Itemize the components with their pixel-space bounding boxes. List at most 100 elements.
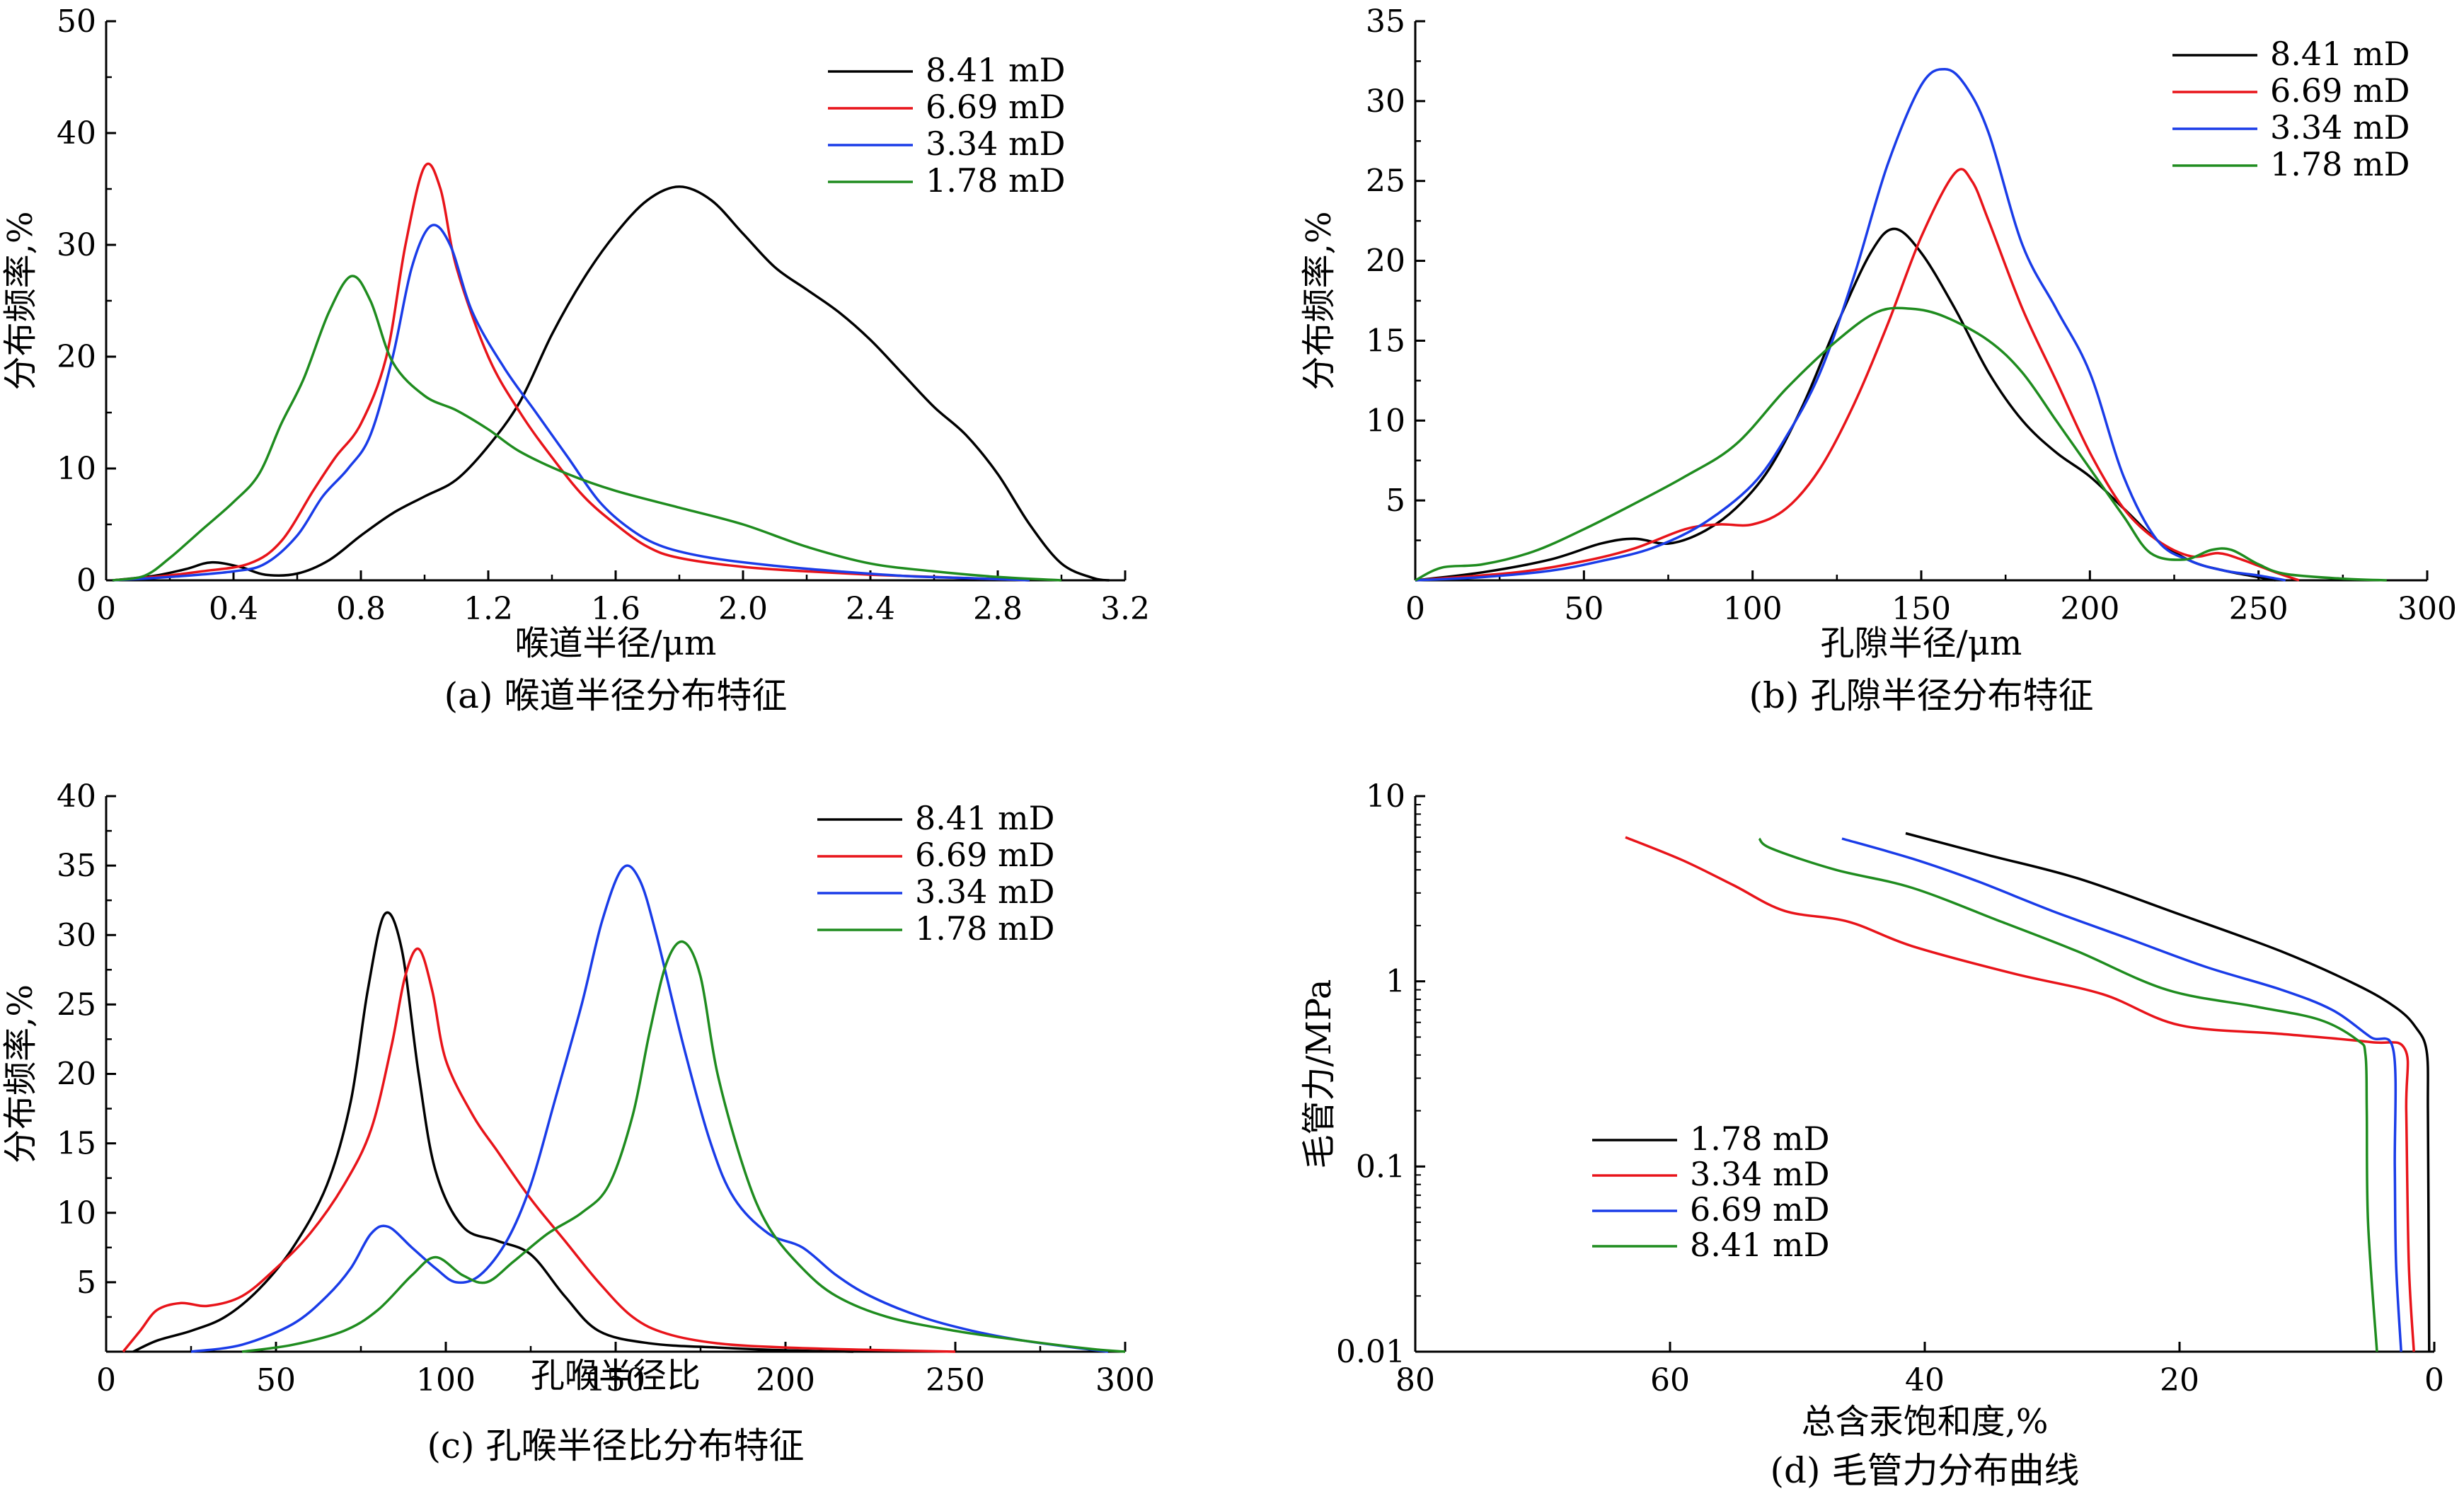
y-tick-label: 40 <box>57 115 96 151</box>
x-tick-label: 150 <box>1892 591 1951 627</box>
x-tick-label: 0.4 <box>209 591 258 627</box>
series-line-1.78-mD <box>112 275 1062 582</box>
x-tick-label: 50 <box>256 1362 296 1398</box>
y-tick-label: 30 <box>57 227 96 263</box>
y-tick-label: 15 <box>57 1126 96 1162</box>
x-tick-label: 50 <box>1564 591 1604 627</box>
chart-caption: (a) 喉道半径分布特征 <box>444 675 788 716</box>
legend-label: 3.34 mD <box>1690 1155 1830 1193</box>
series-line-6.69-mD <box>112 162 1030 582</box>
x-tick-label: 200 <box>756 1362 815 1398</box>
series-line-3.34-mD <box>1625 836 2415 1352</box>
y-tick-label: 20 <box>1366 243 1405 280</box>
legend-label: 3.34 mD <box>2270 108 2410 146</box>
chart-b: 0 50 100 150 200 250 300 5 10 15 20 25 30 35 8.41 mD6.… <box>1299 4 2457 716</box>
x-axis-label: 喉道半径/μm <box>515 623 717 663</box>
legend-label: 1.78 mD <box>1690 1120 1830 1158</box>
y-tick-label: 5 <box>1386 483 1405 519</box>
legend-label: 6.69 mD <box>915 836 1055 874</box>
x-tick-label: 3.2 <box>1100 591 1150 627</box>
chart-c: 0 50 100 150 200 250 300 5 10 15 20 25 30 35 40 8.41 mD… <box>1 778 1155 1466</box>
y-tick-label: 1 <box>1386 964 1405 1000</box>
x-tick-label: 20 <box>2160 1362 2199 1398</box>
chart-caption: (b) 孔隙半径分布特征 <box>1749 675 2094 716</box>
series-line-3.34-mD <box>1415 67 2286 582</box>
x-tick-label: 1.6 <box>591 591 640 627</box>
y-tick-label: 30 <box>1366 84 1405 120</box>
x-tick-label: 250 <box>926 1362 985 1398</box>
series-line-6.69-mD <box>1415 168 2300 582</box>
legend-label: 8.41 mD <box>1690 1226 1830 1264</box>
y-tick-label: 40 <box>57 778 96 815</box>
legend-label: 3.34 mD <box>915 873 1055 911</box>
y-tick-label: 35 <box>57 848 96 884</box>
y-tick-label: 10 <box>1366 778 1405 815</box>
series-line-1.78-mD <box>1415 306 2387 582</box>
x-tick-label: 80 <box>1395 1362 1435 1398</box>
x-axis-label: 孔隙半径/μm <box>1821 623 2022 663</box>
y-tick-label: 50 <box>57 4 96 40</box>
x-tick-label: 100 <box>416 1362 476 1398</box>
legend-label: 1.78 mD <box>915 909 1055 948</box>
y-tick-label: 35 <box>1366 4 1405 40</box>
x-tick-label: 2.0 <box>718 591 768 627</box>
y-tick-label: 25 <box>57 987 96 1023</box>
y-tick-label: 0.01 <box>1336 1334 1405 1370</box>
legend-label: 8.41 mD <box>926 51 1066 89</box>
x-tick-label: 0.8 <box>336 591 386 627</box>
x-tick-label: 250 <box>2229 591 2289 627</box>
legend-label: 6.69 mD <box>2270 71 2410 110</box>
y-tick-label: 0.1 <box>1356 1149 1405 1185</box>
chart-d: 80 60 40 20 0 0.01 0.1 1 10 1.78 mD3.34 mD6.69 mD… <box>1299 778 2444 1491</box>
x-tick-label: 100 <box>1723 591 1783 627</box>
y-tick-label: 10 <box>1366 403 1405 439</box>
x-tick-label: 200 <box>2060 591 2119 627</box>
x-tick-label: 300 <box>2397 591 2457 627</box>
x-tick-label: 1.2 <box>464 591 513 627</box>
x-tick-label: 40 <box>1905 1362 1945 1398</box>
y-axis-label: 分布频率,% <box>1 984 40 1163</box>
series-line-3.34-mD <box>190 864 1109 1353</box>
chart-a: 0 0.4 0.8 1.2 1.6 2.0 2.4 2.8 3.2 0 10 20 30 40 50 8.41… <box>1 4 1150 716</box>
y-tick-label: 25 <box>1366 163 1405 200</box>
legend-label: 8.41 mD <box>2270 35 2410 73</box>
x-tick-label: 60 <box>1650 1362 1690 1398</box>
y-tick-label: 30 <box>57 917 96 953</box>
x-tick-label: 2.8 <box>973 591 1023 627</box>
y-axis-label: 分布频率,% <box>1299 212 1339 391</box>
series-line-1.78-mD <box>1905 832 2431 1352</box>
x-tick-label: 0 <box>2424 1362 2444 1398</box>
x-axis-label: 孔喉半径比 <box>531 1356 701 1396</box>
y-tick-label: 10 <box>57 1195 96 1231</box>
series-line-8.41-mD <box>1758 837 2378 1352</box>
y-axis-label: 毛管力/MPa <box>1299 979 1339 1168</box>
legend-label: 1.78 mD <box>2270 145 2410 183</box>
legend-label: 1.78 mD <box>926 161 1066 200</box>
x-tick-label: 0 <box>96 1362 116 1398</box>
x-tick-label: 0 <box>96 591 116 627</box>
x-tick-label: 2.4 <box>846 591 895 627</box>
x-tick-label: 0 <box>1405 591 1425 627</box>
series-line-6.69-mD <box>122 947 956 1353</box>
series-line-8.41-mD <box>132 911 854 1353</box>
y-tick-label: 20 <box>57 1057 96 1093</box>
x-axis-label: 总含汞饱和度,% <box>1802 1402 2049 1442</box>
chart-caption: (c) 孔喉半径比分布特征 <box>427 1425 805 1466</box>
y-tick-label: 20 <box>57 339 96 375</box>
x-tick-label: 150 <box>586 1362 645 1398</box>
series-line-1.78-mD <box>241 940 1126 1353</box>
y-tick-label: 0 <box>76 563 96 599</box>
series-line-6.69-mD <box>1841 837 2402 1352</box>
chart-caption: (d) 毛管力分布曲线 <box>1771 1450 2080 1491</box>
series-line-8.41-mD <box>1415 227 2276 582</box>
legend-label: 3.34 mD <box>926 125 1066 163</box>
series-line-3.34-mD <box>112 224 1030 582</box>
y-tick-label: 15 <box>1366 323 1405 359</box>
y-axis-label: 分布频率,% <box>1 212 40 391</box>
y-tick-label: 10 <box>57 451 96 487</box>
x-tick-label: 300 <box>1095 1362 1155 1398</box>
y-tick-label: 5 <box>76 1265 96 1301</box>
legend-label: 8.41 mD <box>915 799 1055 837</box>
